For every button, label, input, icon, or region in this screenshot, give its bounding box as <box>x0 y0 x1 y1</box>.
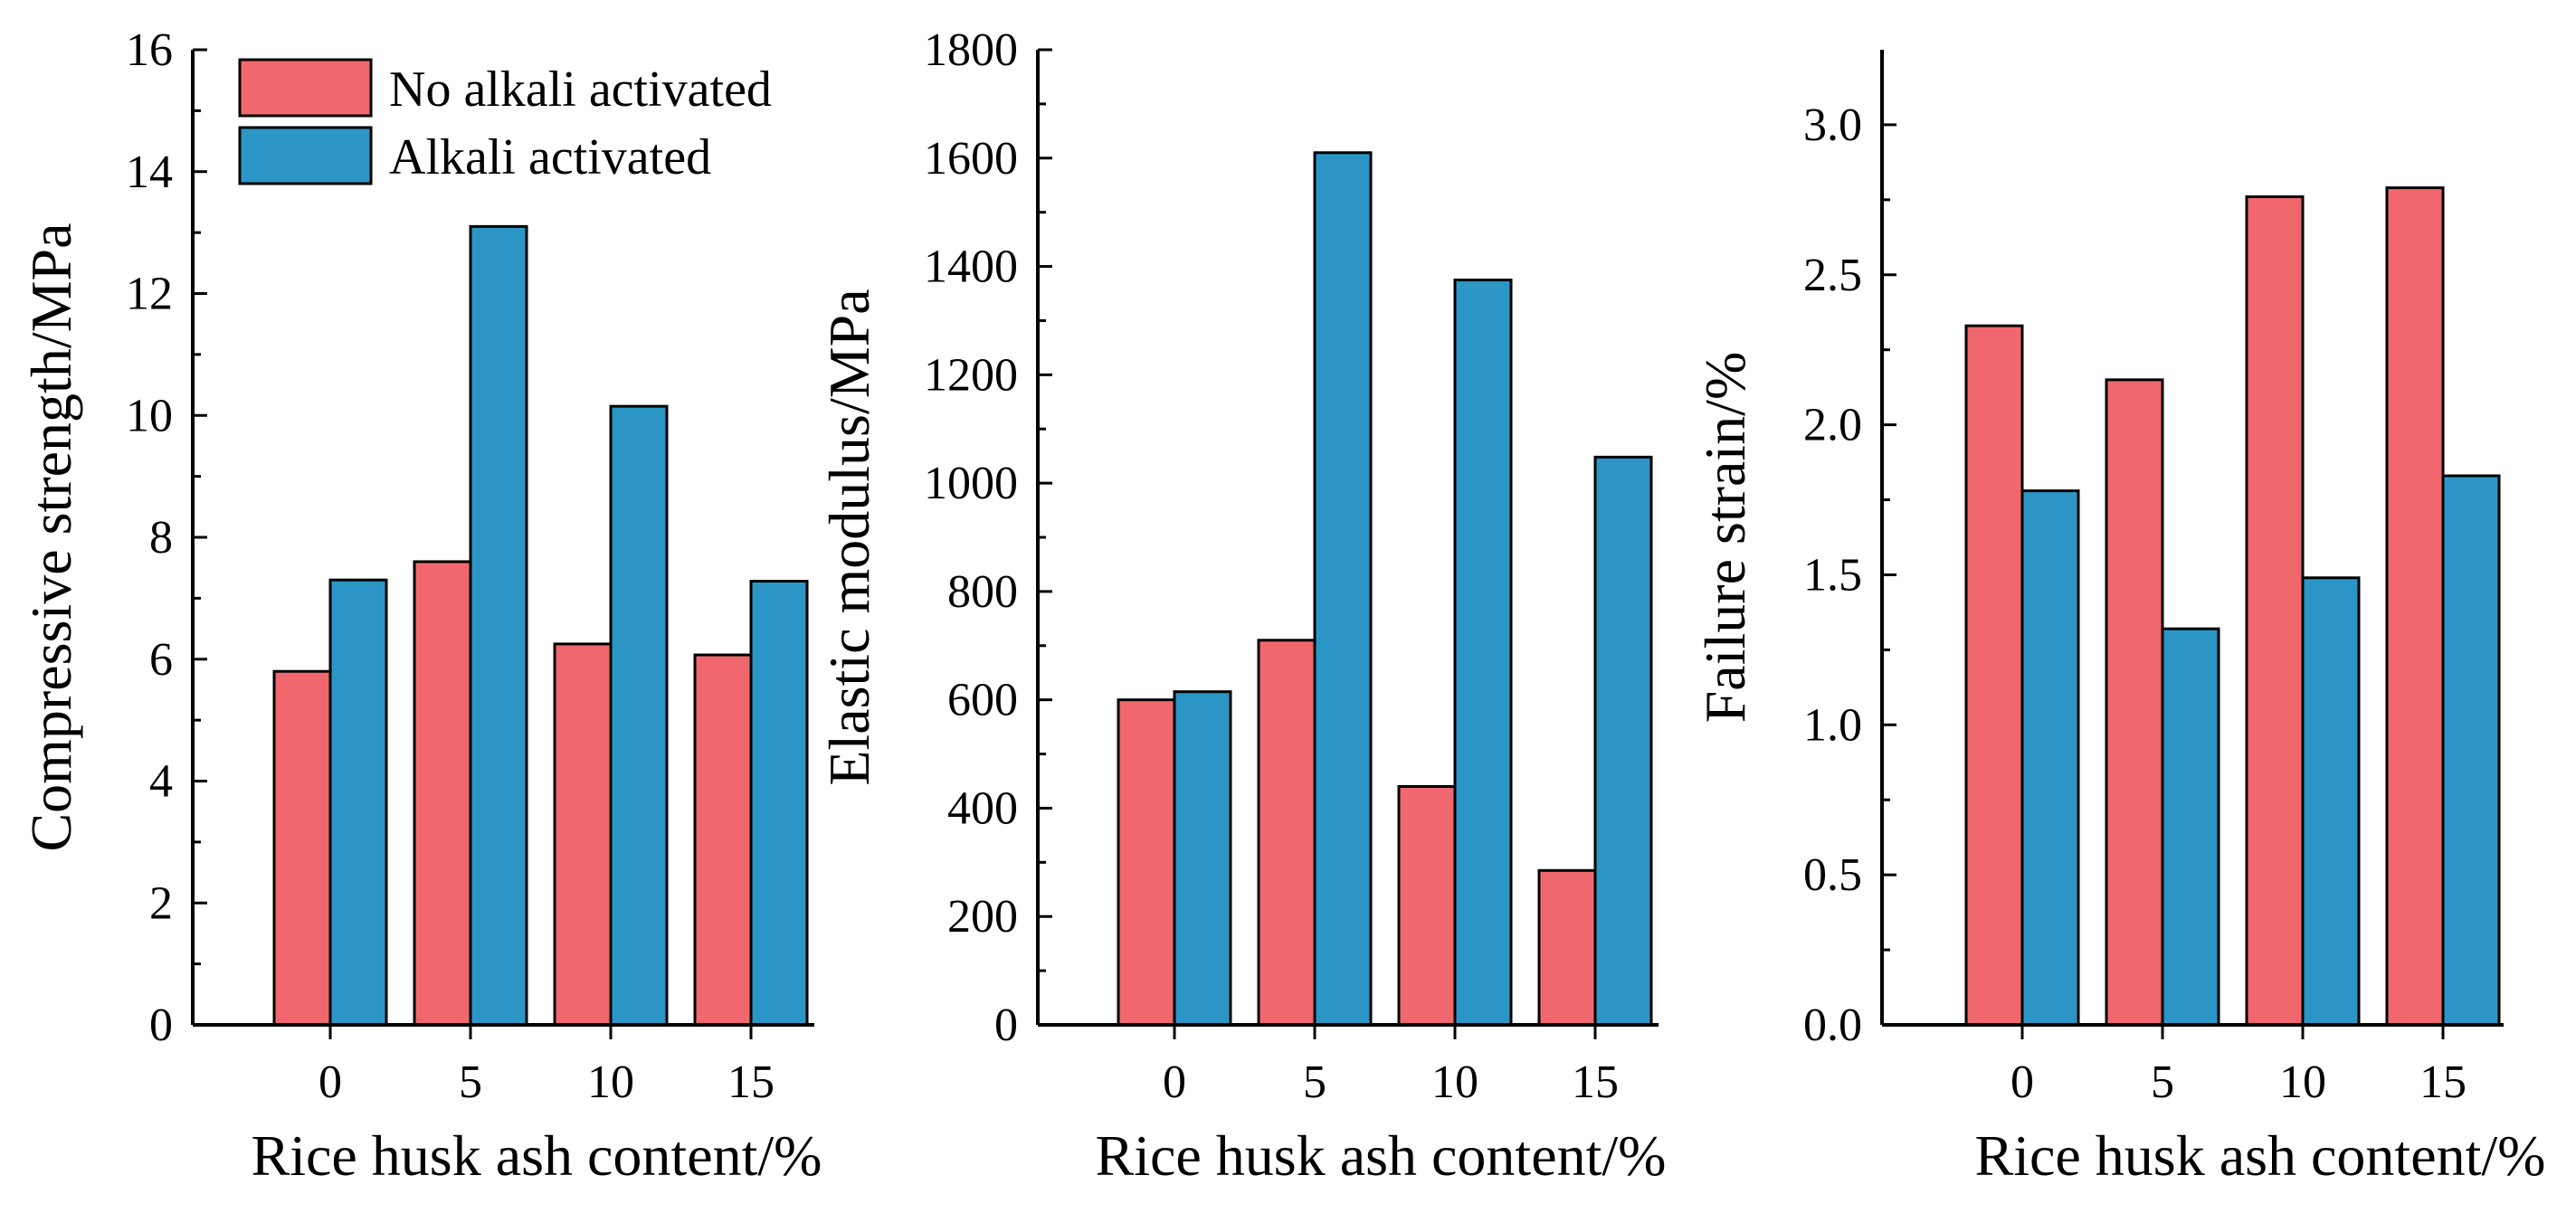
y-tick-label-compressive: 10 <box>126 390 173 441</box>
y-tick-label-compressive: 4 <box>149 756 173 808</box>
y-tick-label-elastic: 1000 <box>924 458 1018 509</box>
x-tick-label-compressive: 15 <box>727 1057 775 1108</box>
x-tick-label-failure: 10 <box>2279 1057 2326 1108</box>
y-tick-label-compressive: 0 <box>149 1000 173 1051</box>
legend-swatch-no-alkali <box>238 58 373 118</box>
y-tick-label-elastic: 0 <box>994 1000 1018 1051</box>
bar-compressive-alkali-10 <box>609 404 669 1027</box>
y-tick-label-failure: 3.0 <box>1803 100 1862 151</box>
bar-elastic-alkali-15 <box>1593 455 1653 1027</box>
legend-swatch-alkali <box>238 126 373 185</box>
x-tick-label-elastic: 15 <box>1572 1057 1619 1108</box>
axis-titles: Rice husk ash content/% Compressive stre… <box>19 223 2545 1188</box>
panel-failure: 0.0 0.5 1.0 1.5 2.0 2.5 3.0 0 5 10 15 <box>1803 50 2504 1108</box>
bar-failure-no-alkali-0 <box>1964 324 2024 1027</box>
legend-label-no-alkali: No alkali activated <box>389 62 772 118</box>
bar-failure-no-alkali-5 <box>2105 378 2164 1027</box>
bar-elastic-no-alkali-5 <box>1257 639 1317 1027</box>
bar-failure-alkali-0 <box>2020 489 2080 1027</box>
bar-compressive-alkali-5 <box>469 224 528 1027</box>
x-tick-label-compressive: 5 <box>459 1057 482 1108</box>
x-tick-label-elastic: 0 <box>1163 1057 1186 1108</box>
x-tick-label-failure: 15 <box>2419 1057 2467 1108</box>
y-tick-label-compressive: 16 <box>126 24 173 76</box>
y-tick-label-elastic: 200 <box>947 891 1018 943</box>
y-axis-title-compressive: Compressive strength/MPa <box>19 223 83 851</box>
bar-elastic-alkali-5 <box>1313 151 1373 1027</box>
panel-compressive: 0 2 4 6 8 10 12 14 16 0 5 10 15 <box>126 24 814 1108</box>
bar-failure-no-alkali-15 <box>2385 186 2445 1027</box>
x-tick-label-failure: 5 <box>2151 1057 2174 1108</box>
bar-failure-alkali-15 <box>2441 474 2501 1027</box>
bar-elastic-no-alkali-0 <box>1117 698 1176 1027</box>
y-tick-label-failure: 0.5 <box>1803 849 1862 901</box>
x-axis-title-compressive: Rice husk ash content/% <box>252 1123 822 1188</box>
y-tick-label-failure: 2.5 <box>1803 250 1862 301</box>
bar-elastic-alkali-0 <box>1173 690 1232 1027</box>
x-tick-label-elastic: 5 <box>1303 1057 1326 1108</box>
bar-failure-alkali-5 <box>2161 627 2220 1027</box>
x-tick-label-compressive: 0 <box>318 1057 342 1108</box>
bar-compressive-no-alkali-5 <box>413 560 472 1027</box>
x-axis-title-failure: Rice husk ash content/% <box>1975 1123 2546 1188</box>
y-tick-label-elastic: 600 <box>947 675 1018 726</box>
x-axis-title-elastic: Rice husk ash content/% <box>1096 1123 1667 1188</box>
y-tick-label-elastic: 1200 <box>924 349 1018 401</box>
bar-failure-alkali-10 <box>2301 576 2361 1027</box>
x-tick-label-failure: 0 <box>2010 1057 2034 1108</box>
bar-elastic-alkali-10 <box>1453 279 1513 1027</box>
x-tick-label-compressive: 10 <box>587 1057 634 1108</box>
x-tick-label-elastic: 10 <box>1431 1057 1478 1108</box>
y-tick-label-failure: 2.0 <box>1803 400 1862 451</box>
bar-elastic-no-alkali-15 <box>1537 868 1597 1027</box>
y-tick-label-failure: 0.0 <box>1803 1000 1862 1051</box>
bar-compressive-no-alkali-0 <box>272 669 332 1027</box>
y-tick-label-failure: 1.0 <box>1803 699 1862 751</box>
bar-compressive-no-alkali-15 <box>693 653 753 1027</box>
bar-elastic-no-alkali-10 <box>1397 784 1457 1027</box>
bar-failure-no-alkali-10 <box>2245 195 2305 1027</box>
y-tick-label-elastic: 400 <box>947 782 1018 834</box>
y-tick-label-compressive: 8 <box>149 512 173 564</box>
y-tick-label-compressive: 12 <box>126 269 173 320</box>
y-axis-title-failure: Failure strain/% <box>1693 352 1757 724</box>
legend-label-alkali: Alkali activated <box>389 129 711 185</box>
y-tick-label-compressive: 2 <box>149 877 173 929</box>
y-tick-label-compressive: 6 <box>149 634 173 686</box>
panel-elastic: 0 200 400 600 800 1000 1200 1400 1600 1800 0 5 10 15 <box>924 24 1659 1108</box>
y-tick-label-elastic: 1400 <box>924 242 1018 293</box>
y-tick-label-elastic: 1600 <box>924 133 1018 185</box>
legend: No alkali activated Alkali activated <box>238 58 772 185</box>
y-tick-label-elastic: 1800 <box>924 24 1018 76</box>
y-tick-label-compressive: 14 <box>126 147 173 198</box>
y-tick-label-failure: 1.5 <box>1803 549 1862 601</box>
bar-compressive-alkali-0 <box>328 578 388 1027</box>
y-tick-label-elastic: 800 <box>947 566 1018 618</box>
bar-compressive-no-alkali-10 <box>553 642 613 1027</box>
bar-compressive-alkali-15 <box>749 580 809 1027</box>
y-axis-title-elastic: Elastic modulus/MPa <box>817 289 881 785</box>
